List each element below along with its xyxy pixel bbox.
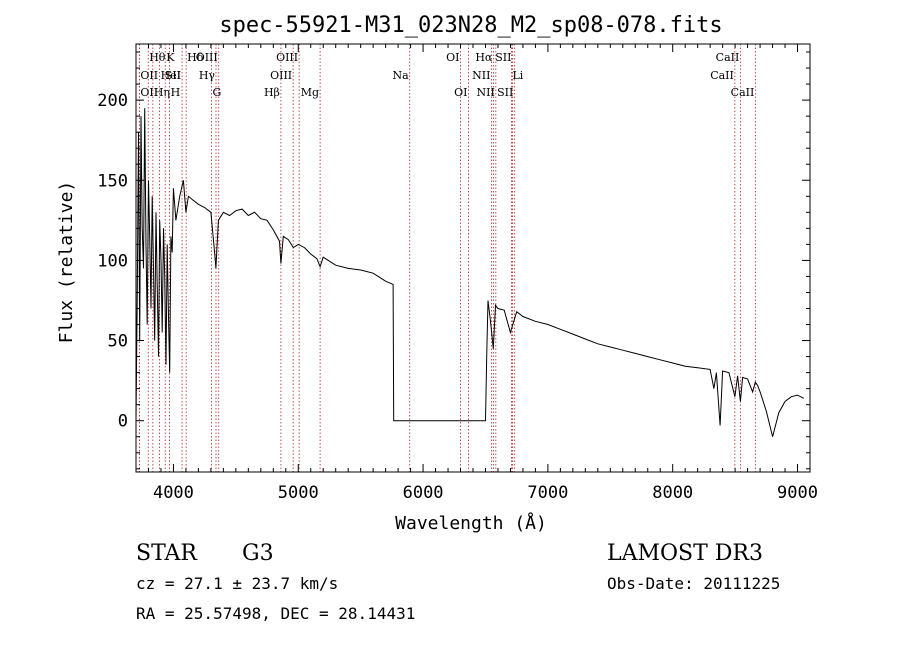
line-label: CaII (716, 51, 740, 64)
line-label: OIII (270, 69, 292, 82)
line-label: CaII (710, 69, 734, 82)
emission-line-markers (138, 44, 756, 472)
line-label: OI (454, 86, 467, 99)
line-label: Li (512, 69, 523, 82)
y-tick-label: 150 (97, 171, 128, 191)
line-label: OIII (276, 51, 298, 64)
line-label: OII (140, 86, 158, 99)
line-label: H (171, 86, 181, 99)
x-tick-label: 9000 (777, 483, 818, 503)
line-label: G (213, 86, 222, 99)
y-tick-label: 200 (97, 91, 128, 111)
y-axis-ticks: 0 50 100 150 200 (97, 51, 810, 470)
line-label: Hδ (187, 51, 204, 64)
line-label: SII (165, 69, 181, 82)
x-tick-label: 7000 (527, 483, 568, 503)
x-tick-label: 6000 (403, 483, 444, 503)
survey-name: LAMOST DR3 (607, 541, 763, 566)
plot-frame (135, 43, 811, 473)
line-label: OI (446, 51, 459, 64)
line-label: SII (495, 51, 511, 64)
line-label: OIII (196, 51, 218, 64)
line-label: CaII (731, 86, 755, 99)
x-axis-label: Wavelength (Å) (395, 512, 547, 534)
y-tick-label: 0 (118, 412, 128, 432)
line-label: Na (393, 69, 410, 82)
x-tick-label: 8000 (652, 483, 693, 503)
line-label: OII (140, 69, 158, 82)
line-label: NII (472, 69, 490, 82)
x-axis-ticks: 4000 5000 6000 7000 8000 9000 (135, 44, 818, 503)
line-label: Hθ (149, 51, 166, 64)
coordinates-text: RA = 25.57498, DEC = 28.14431 (136, 604, 415, 623)
x-tick-label: 4000 (153, 483, 194, 503)
object-subclass: G3 (242, 541, 274, 566)
spectrum-line (135, 108, 805, 437)
line-label: Hα (475, 51, 493, 64)
line-label: Hγ (199, 69, 216, 82)
x-tick-label: 5000 (278, 483, 319, 503)
object-class: STAR (136, 541, 198, 566)
line-label: NII (477, 86, 495, 99)
y-tick-label: 50 (108, 332, 128, 352)
line-label: Hβ (264, 86, 280, 99)
line-label: Hη (154, 86, 170, 99)
line-label: K (166, 51, 175, 64)
y-axis-label: Flux (relative) (56, 181, 77, 344)
y-tick-label: 100 (97, 251, 128, 271)
redshift-text: cz = 27.1 ± 23.7 km/s (136, 574, 338, 593)
obs-date-text: Obs-Date: 20111225 (607, 574, 780, 593)
chart-title: spec-55921-M31_023N28_M2_sp08-078.fits (219, 13, 722, 38)
line-label: SII (497, 86, 513, 99)
line-label: HeI (161, 69, 181, 82)
line-label: Mg (301, 86, 319, 99)
